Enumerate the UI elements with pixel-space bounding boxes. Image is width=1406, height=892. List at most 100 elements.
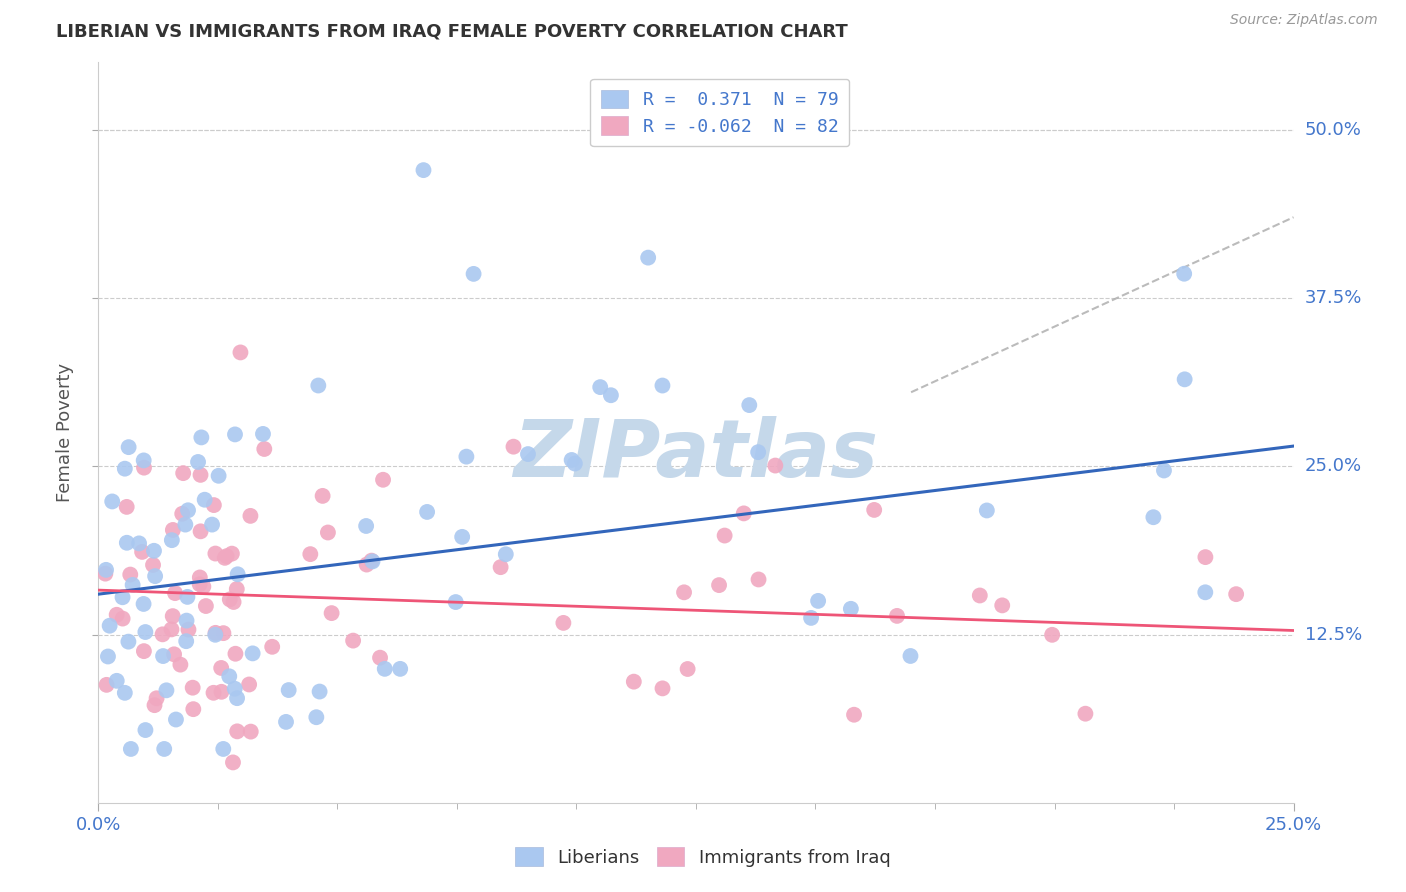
Point bbox=[132, 460, 155, 475]
Text: LIBERIAN VS IMMIGRANTS FROM IRAQ FEMALE POVERTY CORRELATION CHART: LIBERIAN VS IMMIGRANTS FROM IRAQ FEMALE … bbox=[56, 22, 848, 40]
Point bbox=[214, 550, 236, 565]
Point bbox=[389, 662, 412, 676]
Point bbox=[316, 525, 339, 540]
Point bbox=[589, 380, 612, 394]
Point bbox=[637, 251, 659, 265]
Point bbox=[463, 267, 485, 281]
Point bbox=[225, 582, 247, 596]
Point bbox=[252, 426, 274, 441]
Point bbox=[96, 678, 118, 692]
Point bbox=[969, 589, 991, 603]
Point bbox=[211, 685, 233, 699]
Point bbox=[224, 647, 246, 661]
Point bbox=[1153, 463, 1175, 477]
Text: 37.5%: 37.5% bbox=[1305, 289, 1362, 307]
Point bbox=[738, 398, 761, 412]
Point bbox=[194, 492, 217, 507]
Point bbox=[361, 554, 384, 568]
Point bbox=[229, 345, 252, 359]
Point bbox=[224, 681, 246, 696]
Point bbox=[311, 489, 333, 503]
Point bbox=[115, 500, 138, 514]
Point bbox=[165, 586, 187, 600]
Point bbox=[976, 503, 998, 517]
Point bbox=[132, 453, 155, 467]
Point bbox=[1074, 706, 1097, 721]
Point bbox=[162, 609, 184, 624]
Point bbox=[105, 673, 128, 688]
Point bbox=[177, 503, 200, 517]
Point bbox=[202, 498, 225, 512]
Point bbox=[111, 611, 134, 625]
Point bbox=[155, 683, 177, 698]
Point bbox=[143, 569, 166, 583]
Point bbox=[181, 702, 204, 716]
Point bbox=[242, 646, 264, 660]
Point bbox=[201, 517, 224, 532]
Point bbox=[308, 684, 330, 698]
Point bbox=[181, 681, 204, 695]
Point bbox=[204, 547, 226, 561]
Point bbox=[176, 614, 198, 628]
Point bbox=[1194, 550, 1216, 565]
Point bbox=[132, 644, 155, 658]
Legend: R =  0.371  N = 79, R = -0.062  N = 82: R = 0.371 N = 79, R = -0.062 N = 82 bbox=[591, 78, 849, 146]
Point bbox=[238, 677, 260, 691]
Point bbox=[673, 585, 696, 599]
Point bbox=[707, 578, 730, 592]
Point bbox=[489, 560, 512, 574]
Point bbox=[218, 669, 240, 683]
Point bbox=[121, 578, 143, 592]
Point bbox=[120, 742, 142, 756]
Point bbox=[321, 606, 343, 620]
Point bbox=[305, 710, 328, 724]
Point bbox=[204, 628, 226, 642]
Point bbox=[1173, 267, 1195, 281]
Point bbox=[190, 430, 212, 444]
Point bbox=[222, 756, 245, 770]
Point bbox=[676, 662, 699, 676]
Point bbox=[222, 595, 245, 609]
Point bbox=[451, 530, 474, 544]
Point bbox=[202, 686, 225, 700]
Point bbox=[277, 683, 299, 698]
Point bbox=[134, 723, 156, 737]
Point bbox=[713, 528, 735, 542]
Point bbox=[117, 634, 139, 648]
Point bbox=[368, 650, 391, 665]
Point bbox=[97, 649, 120, 664]
Point bbox=[456, 450, 478, 464]
Point bbox=[342, 633, 364, 648]
Point bbox=[416, 505, 439, 519]
Point bbox=[495, 547, 517, 561]
Point bbox=[143, 543, 166, 558]
Point bbox=[517, 447, 540, 461]
Point bbox=[1194, 585, 1216, 599]
Point bbox=[747, 445, 769, 459]
Point bbox=[172, 507, 194, 521]
Point bbox=[371, 473, 394, 487]
Text: Source: ZipAtlas.com: Source: ZipAtlas.com bbox=[1230, 13, 1378, 28]
Point bbox=[733, 507, 755, 521]
Point bbox=[114, 686, 136, 700]
Point bbox=[239, 724, 262, 739]
Point bbox=[188, 570, 211, 584]
Y-axis label: Female Poverty: Female Poverty bbox=[56, 363, 75, 502]
Point bbox=[114, 461, 136, 475]
Point bbox=[207, 468, 229, 483]
Point bbox=[165, 713, 187, 727]
Point bbox=[128, 536, 150, 550]
Point bbox=[553, 615, 575, 630]
Point bbox=[169, 657, 191, 672]
Point bbox=[153, 742, 176, 756]
Point bbox=[105, 607, 128, 622]
Point bbox=[253, 442, 276, 456]
Legend: Liberians, Immigrants from Iraq: Liberians, Immigrants from Iraq bbox=[508, 840, 898, 874]
Point bbox=[564, 457, 586, 471]
Point bbox=[307, 378, 329, 392]
Point bbox=[763, 458, 786, 473]
Point bbox=[204, 625, 226, 640]
Point bbox=[98, 618, 121, 632]
Point bbox=[356, 558, 378, 572]
Point bbox=[94, 563, 117, 577]
